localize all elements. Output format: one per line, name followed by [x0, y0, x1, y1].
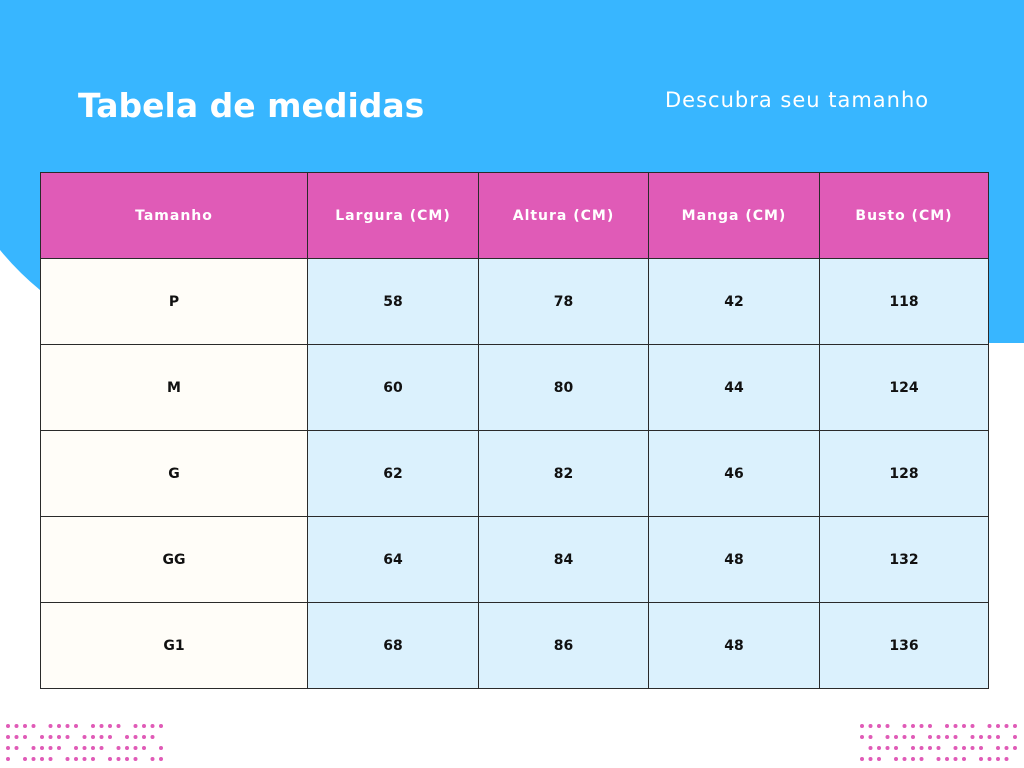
- table-cell: P: [40, 258, 308, 345]
- table-cell: 84: [478, 516, 649, 603]
- table-row: GG 64 84 48 132: [40, 516, 989, 603]
- table-cell: 136: [819, 602, 989, 689]
- subtitle: Descubra seu tamanho: [665, 88, 930, 112]
- table-cell: 44: [648, 344, 820, 431]
- column-header: Altura (CM): [478, 172, 649, 259]
- table-cell: GG: [40, 516, 308, 603]
- table-cell: 46: [648, 430, 820, 517]
- table-cell: 78: [478, 258, 649, 345]
- table-cell: 62: [307, 430, 479, 517]
- table-cell: 82: [478, 430, 649, 517]
- column-header: Tamanho: [40, 172, 308, 259]
- table-cell: 48: [648, 602, 820, 689]
- table-cell: 132: [819, 516, 989, 603]
- table-cell: 118: [819, 258, 989, 345]
- table-row: M 60 80 44 124: [40, 344, 989, 431]
- table-cell: 48: [648, 516, 820, 603]
- table-cell: 68: [307, 602, 479, 689]
- column-header: Busto (CM): [819, 172, 989, 259]
- table-cell: G: [40, 430, 308, 517]
- table-row: G 62 82 46 128: [40, 430, 989, 517]
- table-row: G1 68 86 48 136: [40, 602, 989, 689]
- header-row: Tamanho Largura (CM) Altura (CM) Manga (CM)…: [40, 172, 989, 259]
- table-body: P 58 78 42 118 M 60 80 44 124 G 62 82 46 128 GG 64 84 48 13…: [40, 258, 989, 689]
- table-cell: 42: [648, 258, 820, 345]
- table-cell: 128: [819, 430, 989, 517]
- column-header: Largura (CM): [307, 172, 479, 259]
- table-cell: M: [40, 344, 308, 431]
- title: Tabela de medidas: [78, 86, 425, 125]
- table-row: P 58 78 42 118: [40, 258, 989, 345]
- table-cell: 80: [478, 344, 649, 431]
- table-cell: G1: [40, 602, 308, 689]
- table-cell: 58: [307, 258, 479, 345]
- size-table: Tamanho Largura (CM) Altura (CM) Manga (CM)…: [40, 172, 989, 689]
- table-cell: 86: [478, 602, 649, 689]
- table-cell: 60: [307, 344, 479, 431]
- table-cell: 64: [307, 516, 479, 603]
- table-cell: 124: [819, 344, 989, 431]
- column-header: Manga (CM): [648, 172, 820, 259]
